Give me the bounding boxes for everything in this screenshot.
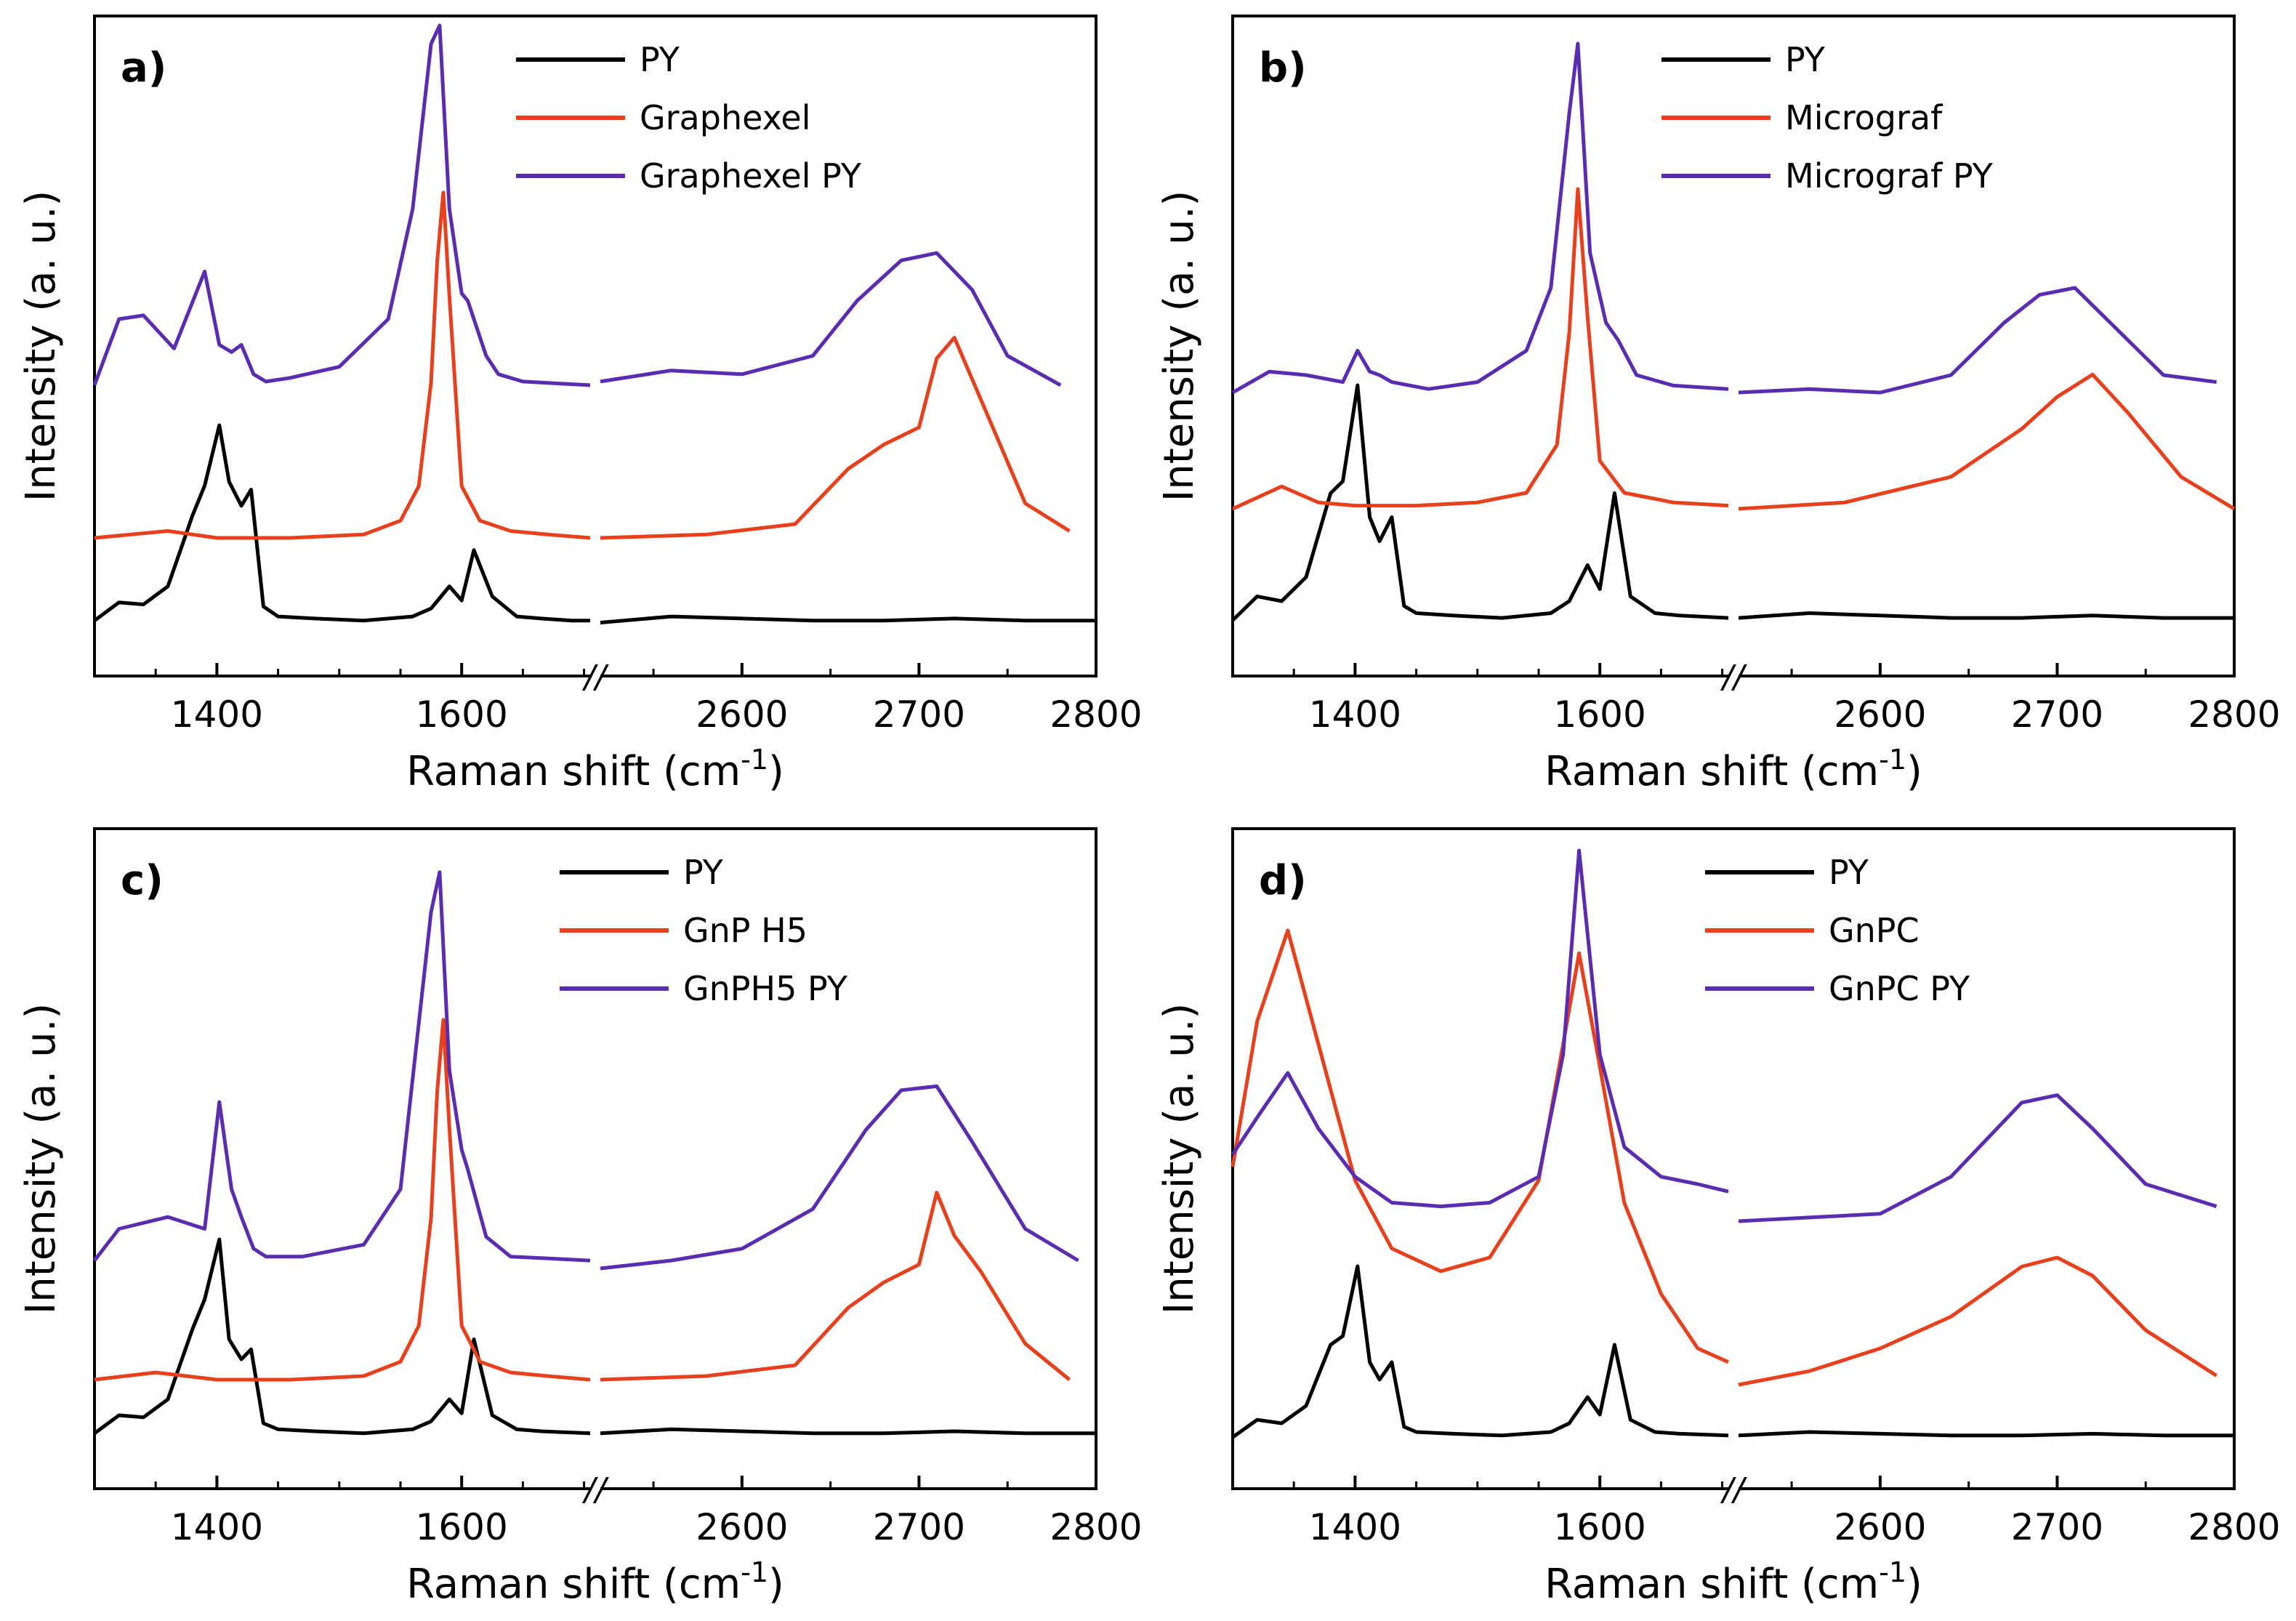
legend-label: PY: [1785, 40, 1826, 79]
series-line-py-seg1: [93, 423, 590, 623]
series-line-gnph5-py-seg1: [93, 870, 591, 1263]
x-tick-label: 2700: [873, 1506, 965, 1548]
series-line-py-seg1: [93, 1237, 591, 1436]
legend-label: GnP H5: [683, 911, 807, 950]
legend-label: PY: [1829, 853, 1869, 892]
plot-frame: [1231, 827, 2236, 1490]
series-line-graphexel-py-seg1: [92, 23, 591, 387]
x-tick-label: 2700: [2011, 1506, 2103, 1548]
x-tick-label: 2600: [1834, 1506, 1926, 1548]
series-line-py-seg2: [1738, 1430, 2234, 1438]
series-line-gnp-h5-seg1: [94, 1018, 591, 1382]
x-tick-label: 1600: [1554, 1506, 1646, 1548]
series-line-gnph5-py-seg2: [600, 1084, 1079, 1271]
series-line-gnpc-seg1: [1230, 928, 1730, 1364]
series-line-graphexel-seg1: [94, 190, 591, 540]
y-axis-title: Intensity (a. u.): [1156, 190, 1203, 502]
legend-label: PY: [640, 40, 680, 79]
chart-panel-d: // 1400 1600 2600 2700 2800 Raman shift (cm-1)…: [1156, 827, 2281, 1608]
legend-label: Graphexel: [640, 98, 810, 137]
series-line-gnpc-py-seg2: [1738, 1093, 2218, 1223]
x-axis-title: Raman shift (cm-1): [406, 1556, 784, 1608]
series-line-graphexel-py-seg2: [600, 251, 1062, 387]
axis-break-symbol: //: [1720, 659, 1747, 696]
legend-label: Micrograf: [1785, 98, 1943, 137]
x-tick-label: 2700: [2011, 693, 2103, 736]
x-tick-label: 2600: [696, 693, 788, 736]
series-line-py-seg1: [1231, 1264, 1729, 1439]
series-line-py-seg2: [600, 614, 1096, 624]
x-axis-title: Raman shift (cm-1): [1544, 1556, 1922, 1608]
plot-frame: [1231, 15, 2236, 677]
series-line-micrograf-seg2: [1738, 372, 2236, 511]
legend-label: GnPH5 PY: [683, 969, 848, 1008]
panel-label: a): [121, 44, 166, 92]
chart-panel-b: // 1400 1600 2600 2700 2800 Raman shift (cm-1)…: [1156, 15, 2281, 795]
x-axis-title: Raman shift (cm-1): [406, 744, 784, 795]
axis-break-symbol: //: [1720, 1471, 1747, 1508]
series-line-graphexel-seg2: [600, 336, 1071, 540]
y-axis-title: Intensity (a. u.): [17, 1003, 65, 1314]
y-axis-title: Intensity (a. u.): [1156, 1003, 1203, 1314]
legend-label: GnPC PY: [1829, 969, 1970, 1008]
axis-break-gap: [590, 1484, 600, 1493]
x-tick-label: 1400: [171, 1506, 263, 1548]
series-line-gnpc-py-seg1: [1230, 848, 1729, 1209]
legend-label: GnPC: [1829, 911, 1920, 950]
x-tick-label: 1600: [1554, 693, 1646, 736]
legend-label: Graphexel PY: [640, 156, 862, 196]
series-line-micrograf-py-seg2: [1738, 286, 2217, 395]
x-tick-label: 1400: [171, 693, 263, 736]
series-line-gnpc-seg2: [1738, 1255, 2218, 1387]
series-line-micrograf-py-seg1: [1231, 41, 1729, 395]
panel-label: b): [1259, 44, 1307, 92]
y-axis-title: Intensity (a. u.): [17, 190, 65, 502]
x-tick-label: 2800: [2188, 1506, 2280, 1548]
x-tick-label: 1400: [1309, 693, 1401, 736]
panel-label: c): [121, 857, 164, 904]
axis-break-symbol: //: [581, 659, 609, 696]
x-tick-label: 2800: [1050, 693, 1142, 736]
x-tick-label: 1600: [416, 1506, 508, 1548]
x-tick-label: 2600: [696, 1506, 788, 1548]
axis-break-gap: [1728, 1484, 1739, 1493]
axis-break-gap: [590, 672, 600, 680]
chart-panel-c: // 1400 1600 2600 2700 2800 Raman shift (cm-1)…: [17, 827, 1143, 1608]
axis-break-symbol: //: [581, 1471, 609, 1508]
x-tick-label: 2700: [873, 693, 965, 736]
x-tick-label: 2800: [1050, 1506, 1142, 1548]
panel-label: d): [1259, 857, 1307, 904]
axis-break-gap: [1728, 672, 1739, 680]
legend-label: PY: [683, 853, 724, 892]
x-tick-label: 1400: [1309, 1506, 1401, 1548]
legend-label: Micrograf PY: [1785, 156, 1994, 196]
series-line-gnp-h5-seg2: [600, 1191, 1071, 1382]
series-line-micrograf-seg1: [1231, 187, 1729, 511]
plot-frame: [93, 827, 1097, 1490]
x-axis-title: Raman shift (cm-1): [1544, 744, 1922, 795]
series-line-py-seg2: [1738, 611, 2234, 620]
series-line-py-seg1: [1231, 383, 1729, 622]
x-tick-label: 1600: [416, 693, 508, 736]
series-line-py-seg2: [600, 1427, 1096, 1436]
chart-panel-a: // 1400 1600 2600 2700 2800 Raman shift (cm-1)…: [17, 15, 1143, 795]
x-tick-label: 2600: [1834, 693, 1926, 736]
x-tick-label: 2800: [2188, 693, 2280, 736]
